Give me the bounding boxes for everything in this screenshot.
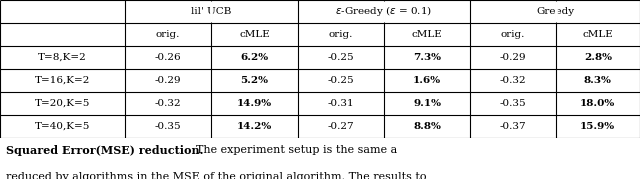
Text: -0.32: -0.32: [155, 99, 181, 108]
Text: 5.2%: 5.2%: [241, 76, 268, 85]
Text: orig.: orig.: [500, 30, 525, 39]
Text: 1.6%: 1.6%: [413, 76, 441, 85]
Text: reduced by algorithms in the MSE of the original algorithm. The results to: reduced by algorithms in the MSE of the …: [6, 172, 427, 179]
Text: -0.32: -0.32: [500, 76, 526, 85]
Text: cMLE: cMLE: [239, 30, 270, 39]
Text: 14.2%: 14.2%: [237, 122, 272, 131]
Text: -0.25: -0.25: [328, 53, 354, 62]
Text: T=40,K=5: T=40,K=5: [35, 122, 90, 131]
Text: -0.29: -0.29: [155, 76, 181, 85]
Text: orig.: orig.: [156, 30, 180, 39]
Text: -0.37: -0.37: [500, 122, 526, 131]
Text: lil' UCB: lil' UCB: [191, 7, 232, 16]
Text: Squared Error(MSE) reduction.: Squared Error(MSE) reduction.: [6, 145, 204, 156]
Text: 7.3%: 7.3%: [413, 53, 441, 62]
Text: orig.: orig.: [328, 30, 353, 39]
Text: -0.25: -0.25: [328, 76, 354, 85]
Text: Greedy: Greedy: [536, 7, 574, 16]
Text: cMLE: cMLE: [582, 30, 613, 39]
Text: The experiment setup is the same a: The experiment setup is the same a: [189, 145, 397, 155]
Text: $\epsilon$-Greedy ($\epsilon$ = 0.1): $\epsilon$-Greedy ($\epsilon$ = 0.1): [335, 4, 433, 18]
Text: 9.1%: 9.1%: [413, 99, 441, 108]
Text: -0.29: -0.29: [500, 53, 526, 62]
Text: 6.2%: 6.2%: [241, 53, 268, 62]
Text: 15.9%: 15.9%: [580, 122, 615, 131]
Text: 14.9%: 14.9%: [237, 99, 272, 108]
Text: T=16,K=2: T=16,K=2: [35, 76, 90, 85]
Text: 2.8%: 2.8%: [584, 53, 612, 62]
Text: -0.35: -0.35: [500, 99, 526, 108]
Text: -0.26: -0.26: [155, 53, 181, 62]
Text: 8.3%: 8.3%: [584, 76, 612, 85]
Text: -0.31: -0.31: [328, 99, 354, 108]
Text: -0.35: -0.35: [155, 122, 181, 131]
Text: cMLE: cMLE: [412, 30, 443, 39]
Text: 8.8%: 8.8%: [413, 122, 441, 131]
Text: T=8,K=2: T=8,K=2: [38, 53, 87, 62]
Text: -0.27: -0.27: [328, 122, 354, 131]
Text: T=20,K=5: T=20,K=5: [35, 99, 90, 108]
Text: 18.0%: 18.0%: [580, 99, 616, 108]
